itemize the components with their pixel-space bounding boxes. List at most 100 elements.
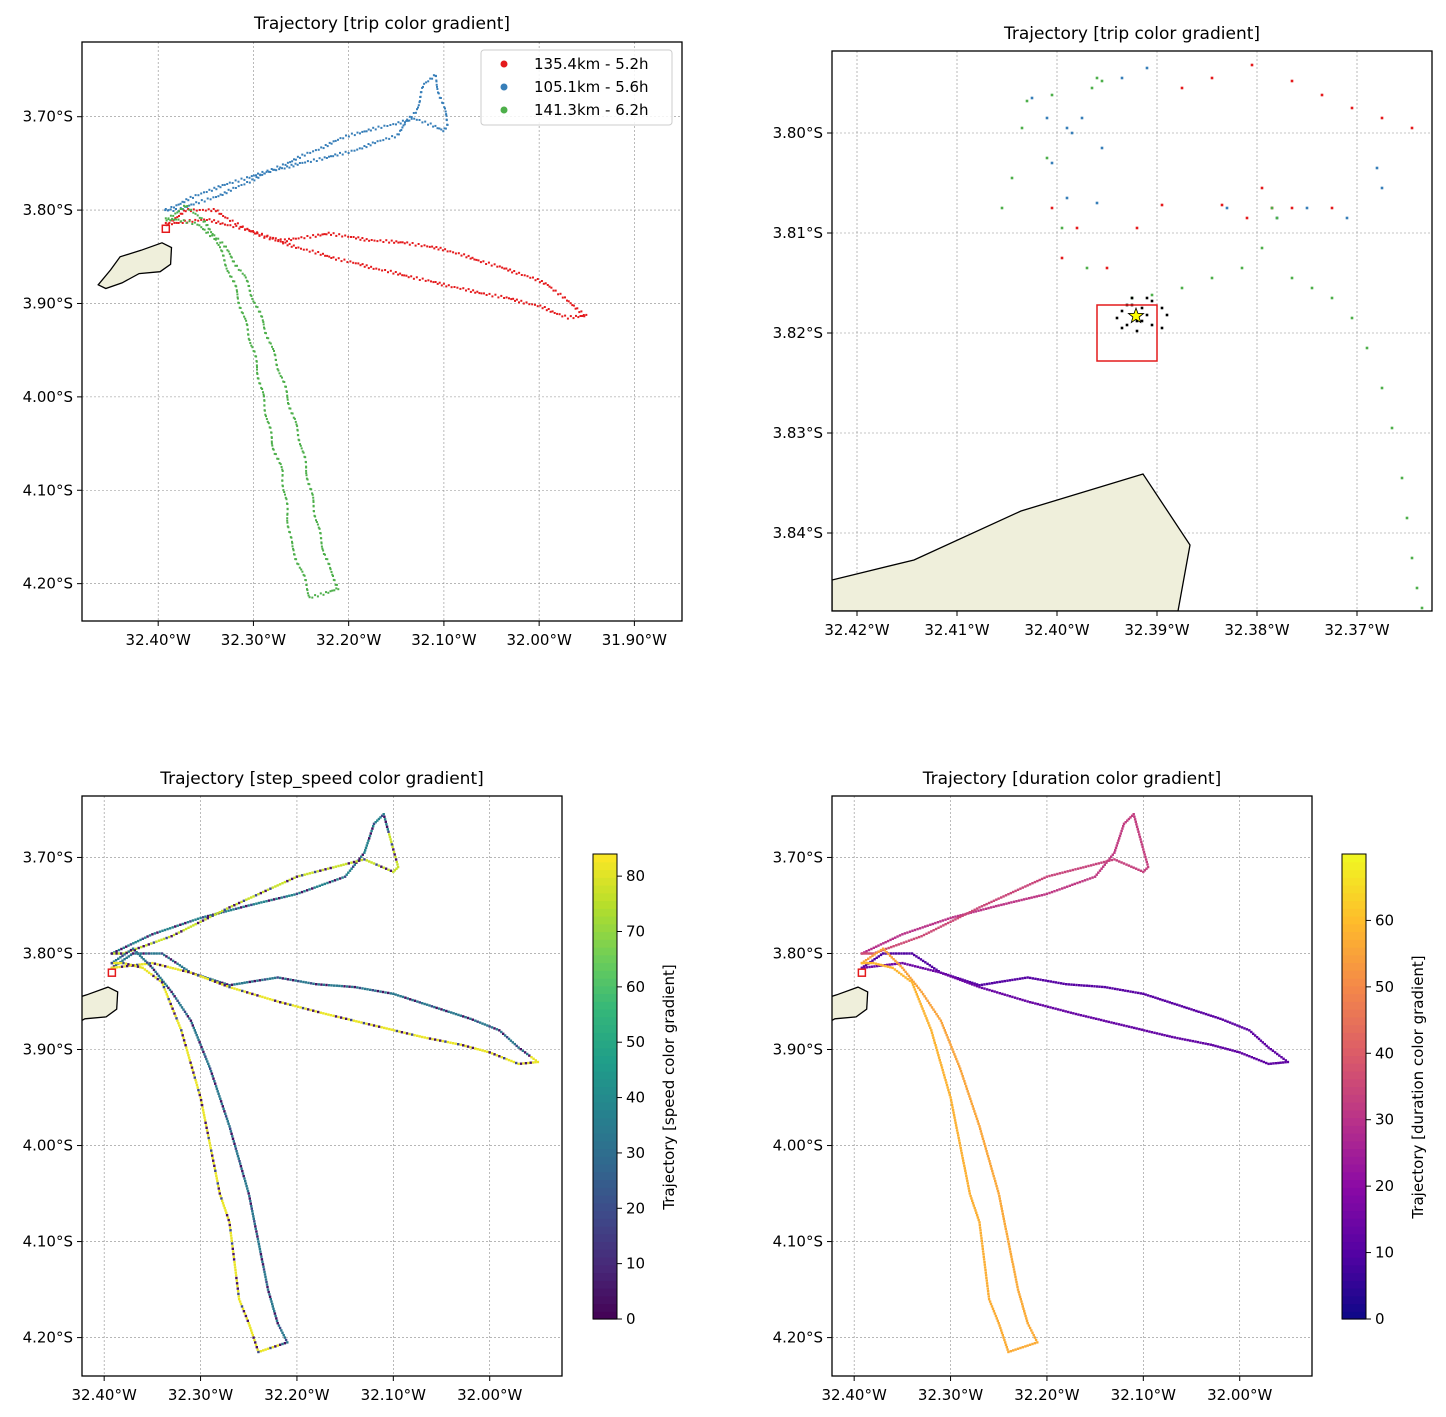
- data-point: [446, 123, 449, 126]
- data-point: [192, 1071, 195, 1074]
- data-point: [285, 498, 288, 501]
- colorbar-segment: [593, 1257, 617, 1266]
- data-point: [454, 252, 457, 255]
- data-point: [1134, 820, 1137, 823]
- data-point: [229, 1229, 232, 1232]
- data-point: [370, 265, 373, 268]
- data-point: [263, 327, 266, 330]
- data-point: [298, 162, 301, 164]
- data-point: [1093, 985, 1096, 988]
- data-point: [1050, 206, 1054, 210]
- data-point: [534, 1061, 537, 1064]
- data-point: [209, 978, 212, 982]
- data-point: [1090, 984, 1094, 988]
- data-point: [337, 257, 340, 260]
- data-point: [933, 967, 936, 970]
- data-point: [227, 909, 230, 912]
- data-point: [940, 1066, 944, 1069]
- data-point: [1280, 1056, 1283, 1059]
- data-point: [877, 955, 880, 958]
- data-point: [283, 895, 286, 899]
- data-point: [1041, 1004, 1045, 1007]
- data-point: [167, 217, 170, 220]
- data-point: [294, 979, 297, 982]
- data-point: [252, 903, 255, 906]
- data-point: [358, 986, 362, 990]
- data-point: [1034, 977, 1037, 980]
- data-point: [277, 369, 280, 372]
- data-point: [181, 222, 184, 224]
- data-point: [452, 251, 455, 254]
- data-point: [204, 220, 206, 223]
- data-point: [438, 127, 441, 130]
- data-point: [1345, 216, 1349, 220]
- data-point: [980, 1242, 984, 1245]
- data-point: [168, 1000, 171, 1003]
- data-point: [867, 961, 870, 965]
- data-point: [138, 963, 141, 966]
- data-point: [1000, 1207, 1003, 1210]
- data-point: [872, 946, 875, 949]
- data-point: [334, 865, 338, 868]
- data-point: [1095, 76, 1099, 80]
- data-point: [148, 934, 152, 937]
- data-point: [355, 861, 358, 864]
- data-point: [930, 965, 934, 968]
- data-point: [949, 1098, 953, 1102]
- data-point: [195, 1081, 198, 1084]
- data-point: [337, 138, 339, 141]
- data-point: [381, 990, 385, 994]
- data-point: [393, 241, 396, 244]
- data-point: [347, 862, 350, 865]
- data-point: [1090, 86, 1094, 90]
- y-tick-label: 3.80°S: [23, 944, 73, 962]
- data-point: [319, 869, 322, 872]
- data-point: [221, 983, 224, 986]
- data-point: [1049, 980, 1052, 983]
- data-point: [387, 991, 390, 995]
- data-point: [375, 1024, 378, 1028]
- data-point: [185, 1049, 189, 1052]
- data-point: [230, 983, 234, 986]
- data-point: [378, 268, 381, 271]
- data-point: [175, 932, 178, 935]
- data-point: [545, 309, 548, 312]
- data-point: [992, 905, 995, 908]
- data-point: [935, 1049, 939, 1052]
- data-point: [171, 959, 175, 963]
- data-point: [985, 1276, 988, 1280]
- data-point: [288, 237, 290, 240]
- data-point: [289, 536, 292, 539]
- data-point: [1132, 866, 1135, 869]
- data-point: [408, 243, 411, 246]
- data-point: [156, 931, 159, 934]
- data-point: [244, 228, 246, 231]
- colorbar-tick-label: 30: [626, 1144, 645, 1162]
- data-point: [961, 979, 964, 982]
- data-point: [246, 1319, 249, 1322]
- colorbar-segment: [1342, 916, 1366, 925]
- data-point: [934, 1044, 937, 1047]
- data-point: [877, 950, 880, 953]
- data-point: [383, 818, 387, 821]
- y-tick-label: 4.10°S: [23, 1233, 73, 1251]
- data-point: [318, 157, 321, 160]
- data-point: [1074, 1012, 1078, 1016]
- data-point: [1120, 326, 1124, 330]
- data-point: [287, 403, 290, 405]
- data-point: [870, 965, 874, 968]
- data-point: [253, 1222, 256, 1226]
- data-point: [276, 884, 279, 887]
- data-point: [879, 963, 882, 967]
- data-point: [286, 517, 289, 520]
- data-point: [258, 979, 262, 982]
- data-point: [178, 964, 181, 967]
- data-point: [1106, 986, 1109, 989]
- data-point: [1240, 266, 1244, 270]
- data-point: [238, 306, 241, 309]
- data-point: [952, 1111, 955, 1114]
- data-point: [1012, 1265, 1015, 1268]
- colorbar-segment: [1342, 1195, 1366, 1204]
- data-point: [1011, 1260, 1014, 1263]
